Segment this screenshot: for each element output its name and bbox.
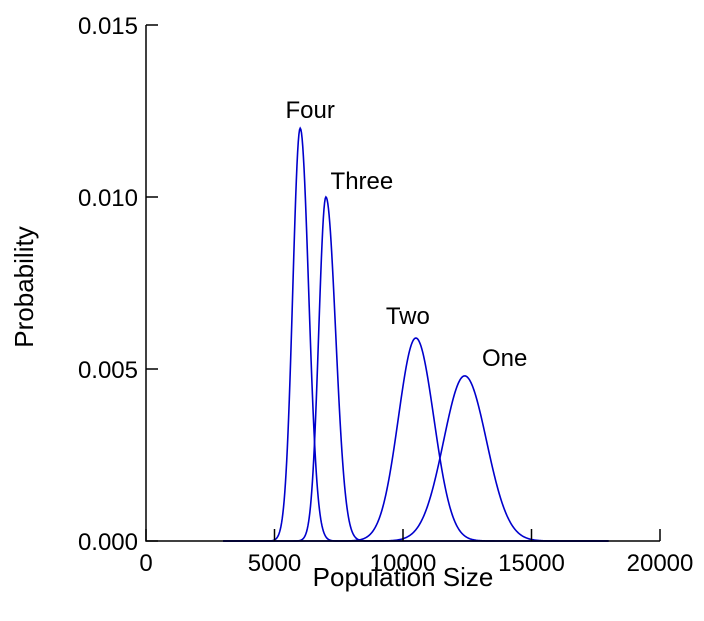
series-label-three: Three — [331, 168, 394, 195]
y-axis-label: Probability — [9, 226, 39, 347]
y-axis: 0.000 0.005 0.010 0.015 — [78, 13, 158, 556]
series-label-one: One — [482, 345, 527, 372]
x-axis: 0 5000 10000 15000 20000 — [139, 529, 693, 577]
x-tick-label: 15000 — [498, 550, 565, 577]
curve-labels-group: Four Three Two One — [286, 97, 528, 372]
x-tick-label: 10000 — [370, 550, 437, 577]
series-line-one — [223, 375, 609, 542]
series-line-four — [223, 126, 609, 542]
x-tick-label: 5000 — [248, 550, 301, 577]
x-tick-label: 20000 — [627, 550, 694, 577]
y-tick-label: 0.000 — [78, 529, 138, 556]
y-tick-label: 0.005 — [78, 357, 138, 384]
series-label-four: Four — [286, 97, 335, 124]
y-tick-label: 0.015 — [78, 13, 138, 40]
y-tick-label: 0.010 — [78, 185, 138, 212]
curves-group — [223, 126, 609, 542]
axes-frame — [145, 25, 660, 542]
x-tick-label: 0 — [139, 550, 152, 577]
series-line-two — [223, 337, 609, 542]
x-axis-label: Population Size — [313, 562, 494, 592]
series-line-three — [223, 195, 609, 542]
series-label-two: Two — [386, 303, 430, 330]
